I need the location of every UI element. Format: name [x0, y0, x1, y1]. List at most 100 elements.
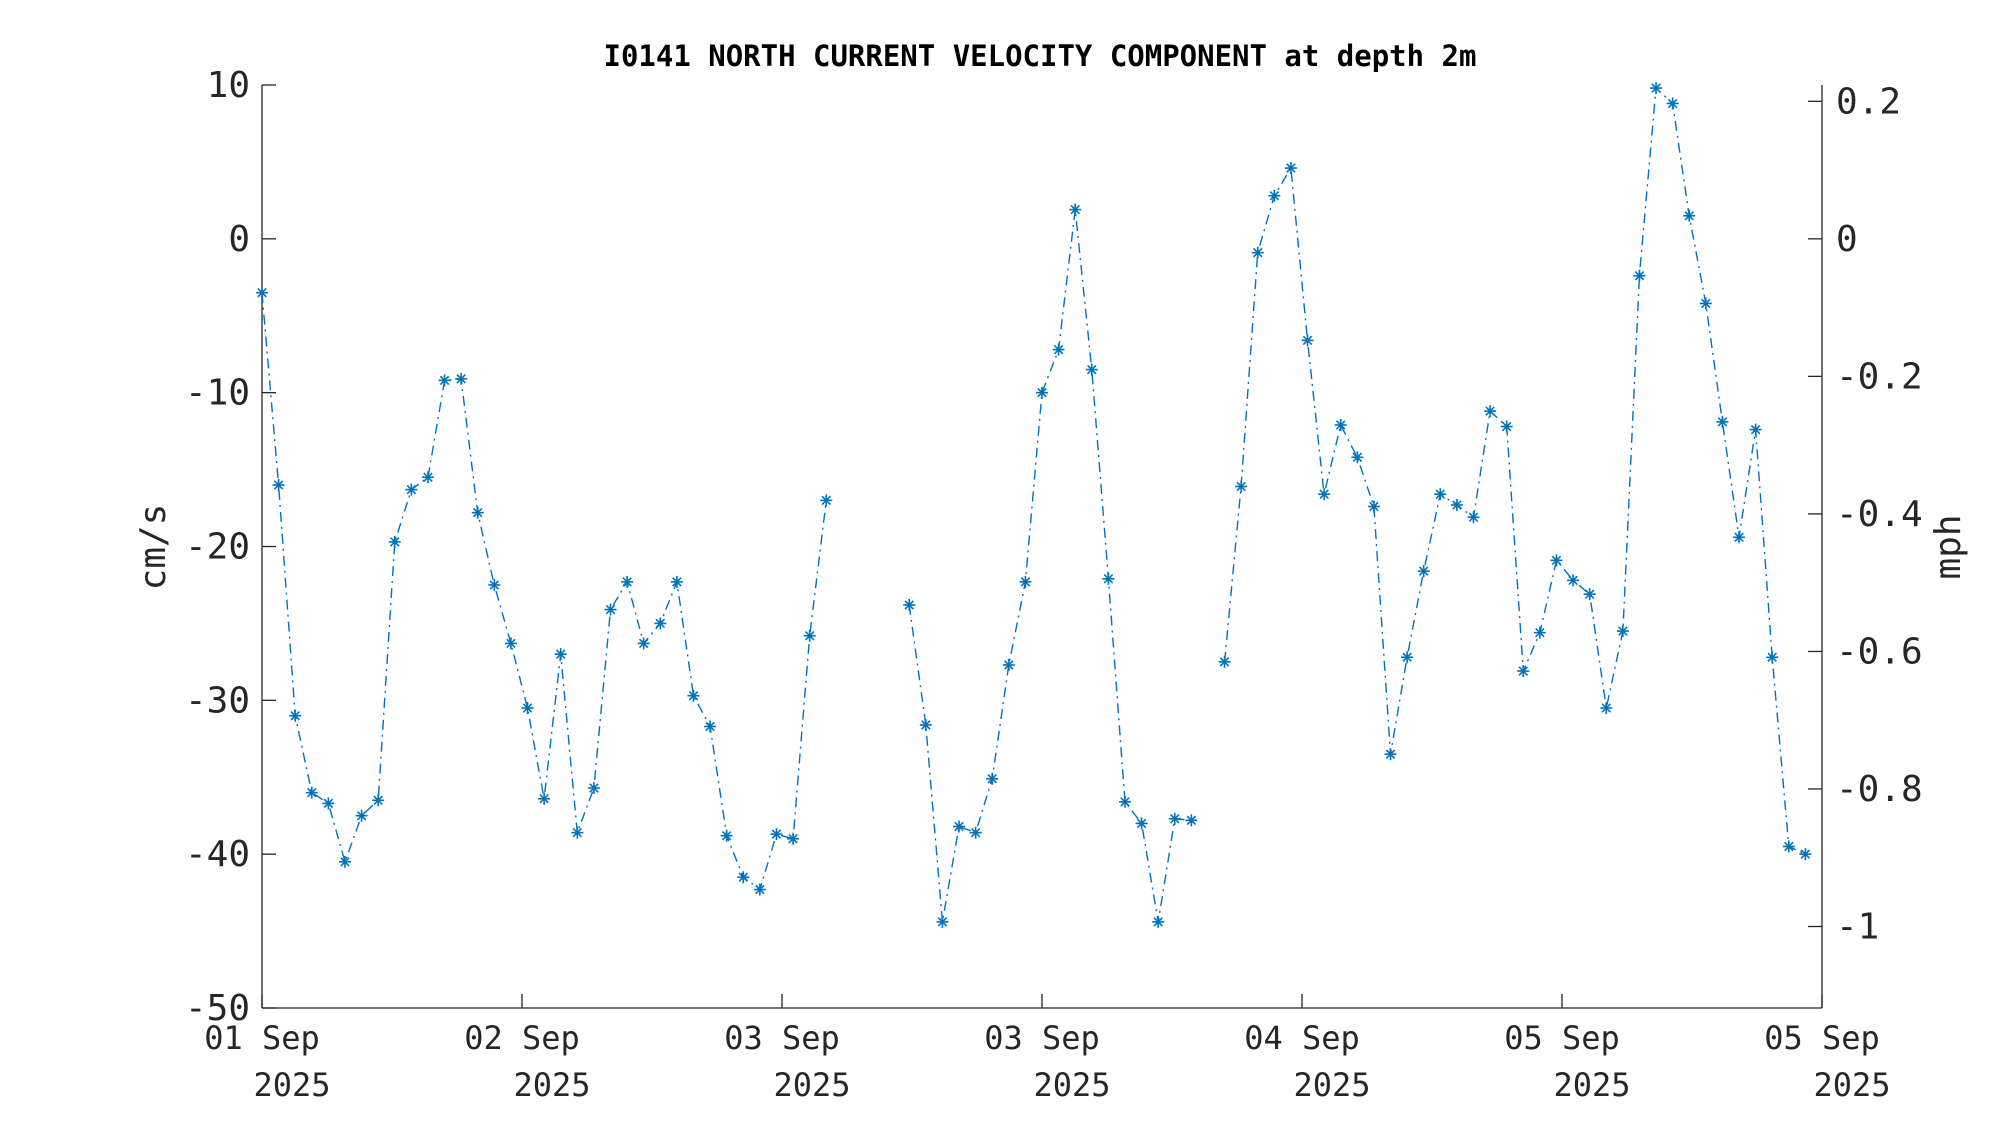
data-point-marker [1450, 498, 1463, 511]
data-point-marker [372, 794, 385, 807]
data-point-marker [587, 782, 600, 795]
data-point-marker [1500, 420, 1513, 433]
data-point-marker [1218, 655, 1231, 668]
y-tick-label: -40 [185, 834, 250, 875]
x-tick-label-year: 2025 [1813, 1066, 1890, 1104]
x-tick-label-day: 02 Sep [464, 1019, 580, 1057]
data-point-marker [986, 772, 999, 785]
y-tick-label: 0 [228, 219, 250, 260]
data-point-marker [1766, 651, 1779, 664]
data-point-marker [820, 494, 833, 507]
data-point-marker [1334, 418, 1347, 431]
data-point-marker [1168, 812, 1181, 825]
data-point-marker [704, 720, 717, 733]
data-point-marker [1301, 334, 1314, 347]
data-point-marker [1484, 405, 1497, 418]
data-point-marker [1135, 817, 1148, 830]
y2-tick-label: 0 [1836, 219, 1858, 260]
data-point-marker [421, 471, 434, 484]
y2-tick-label: -0.2 [1836, 356, 1923, 397]
data-point-marker [1517, 665, 1530, 678]
x-tick-label-day: 01 Sep [204, 1019, 320, 1057]
data-point-marker [1417, 565, 1430, 578]
y2-tick-label: -0.8 [1836, 769, 1923, 810]
data-point-marker [1683, 209, 1696, 222]
data-point-marker [1235, 480, 1248, 493]
series-north-velocity [256, 82, 1812, 928]
data-point-marker [670, 575, 683, 588]
data-point-marker [305, 786, 318, 799]
data-point-marker [621, 575, 634, 588]
data-point-marker [455, 372, 468, 385]
data-point-marker [637, 637, 650, 650]
data-point-marker [1799, 848, 1812, 861]
data-point-marker [803, 629, 816, 642]
data-point-marker [1002, 658, 1015, 671]
x-tick-label-day: 05 Sep [1504, 1019, 1620, 1057]
data-point-marker [1251, 246, 1264, 259]
data-point-marker [1367, 500, 1380, 513]
data-point-marker [289, 709, 302, 722]
data-point-marker [969, 826, 982, 839]
data-point-marker [1102, 572, 1115, 585]
y-tick-label: 10 [207, 65, 250, 106]
data-point-marker [1085, 363, 1098, 376]
data-point-marker [1650, 82, 1663, 95]
data-point-marker [1550, 554, 1563, 567]
data-point-marker [405, 483, 418, 496]
x-tick-label-year: 2025 [1033, 1066, 1110, 1104]
data-point-marker [1384, 748, 1397, 761]
data-point-marker [504, 637, 517, 650]
data-point-marker [256, 286, 268, 299]
data-point-marker [1699, 297, 1712, 310]
data-point-marker [1782, 840, 1795, 853]
data-point-marker [1351, 451, 1364, 464]
data-point-marker [521, 702, 534, 715]
data-point-marker [737, 871, 750, 884]
x-tick-label-year: 2025 [253, 1066, 330, 1104]
data-point-marker [488, 578, 501, 591]
data-point-marker [654, 617, 667, 630]
y-tick-label: -50 [185, 988, 250, 1029]
data-point-marker [1749, 423, 1762, 436]
data-point-marker [272, 478, 285, 491]
data-point-marker [438, 374, 451, 387]
series-line-segment [908, 209, 1192, 923]
y-tick-label: -30 [185, 680, 250, 721]
x-tick-label-day: 03 Sep [984, 1019, 1100, 1057]
data-point-marker [1666, 97, 1679, 110]
data-point-marker [1019, 575, 1032, 588]
plot-frame [261, 85, 1823, 1009]
data-point-marker [1052, 343, 1065, 356]
data-point-marker [1567, 574, 1580, 587]
data-point-marker [1152, 915, 1165, 928]
data-point-marker [538, 792, 551, 805]
data-point-marker [1069, 203, 1082, 216]
data-point-marker [787, 832, 800, 845]
data-point-marker [919, 718, 932, 731]
data-point-marker [1716, 415, 1729, 428]
chart-title: I0141 NORTH CURRENT VELOCITY COMPONENT a… [604, 39, 1477, 73]
data-point-marker [1600, 702, 1613, 715]
x-tick-label-day: 05 Sep [1764, 1019, 1880, 1057]
x-tick-label-year: 2025 [773, 1066, 850, 1104]
data-point-marker [720, 829, 733, 842]
data-point-marker [471, 506, 484, 519]
data-point-marker [355, 809, 368, 822]
data-point-marker [1401, 651, 1414, 664]
data-point-marker [1118, 795, 1131, 808]
data-point-marker [1467, 511, 1480, 524]
y-axis-label: cm/s [133, 504, 174, 591]
data-point-marker [1434, 488, 1447, 501]
data-point-marker [1583, 588, 1596, 601]
y2-tick-label: -1 [1836, 907, 1879, 948]
series-line-segment [1223, 86, 1806, 855]
data-point-marker [1616, 625, 1629, 638]
data-point-marker [1318, 488, 1331, 501]
y-tick-label: -20 [185, 527, 250, 568]
data-point-marker [1268, 189, 1281, 202]
x-tick-label-year: 2025 [1553, 1066, 1630, 1104]
data-point-marker [687, 689, 700, 702]
x-axis: 01 Sep 2025 02 Sep 2025 03 Sep 2025 03 Sep 2025… [204, 994, 1891, 1104]
right-y-axis: 0.2 0 -0.2 -0.4 -0.6 -0.8 -1 [1808, 81, 1923, 948]
